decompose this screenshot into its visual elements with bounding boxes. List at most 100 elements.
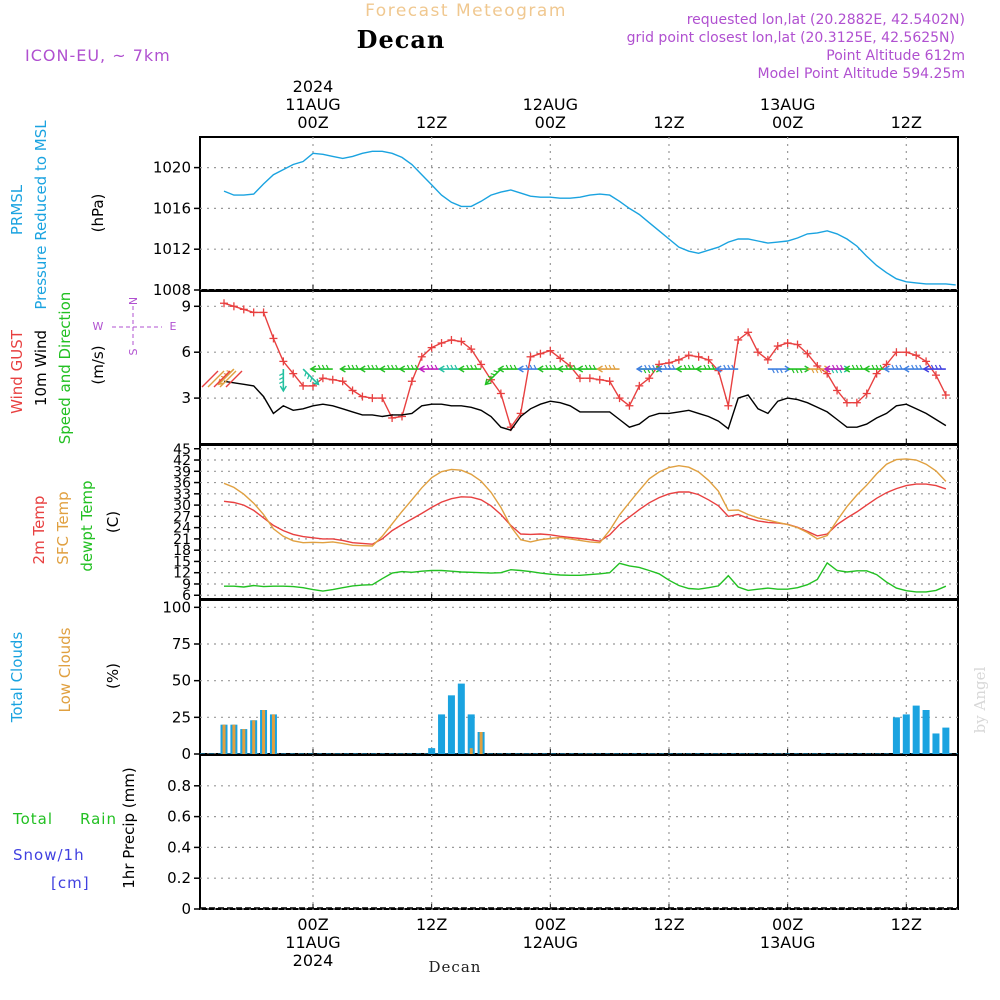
grid-coords: grid point closest lon,lat (20.3125E, 42… — [627, 30, 955, 46]
total-clouds-label: Total Clouds — [8, 632, 26, 724]
gust-marker — [744, 328, 753, 337]
total-cloud-bar — [428, 748, 436, 754]
y-tick-label: 33 — [173, 487, 191, 503]
gust-marker — [496, 389, 505, 398]
series-dewpt-temp — [224, 561, 947, 593]
point-altitude: Point Altitude 612m — [826, 48, 965, 64]
y-tick-label: 36 — [173, 476, 191, 492]
time-label-bottom: 12Z — [891, 915, 922, 934]
gust-marker — [328, 375, 337, 384]
total-cloud-bar — [457, 683, 465, 754]
chart-title: Forecast Meteogram — [365, 1, 567, 21]
svg-text:N: N — [127, 297, 140, 305]
y-tick-label: 50 — [172, 672, 191, 690]
total-cloud-bar — [447, 695, 455, 754]
gust-marker — [249, 308, 258, 317]
panel-2: 3 6 9 — [181, 290, 959, 445]
gust-marker — [368, 394, 377, 403]
total-cloud-bar — [942, 727, 950, 754]
time-label-bottom: 11AUG — [285, 933, 340, 952]
gust-marker — [239, 305, 248, 314]
prmsl-desc-label: Pressure Reduced to MSL — [32, 120, 50, 310]
requested-coords: requested lon,lat (20.2882E, 42.5402N) — [687, 12, 965, 28]
wind-arrow — [536, 364, 561, 373]
y-tick-label: 45 — [173, 442, 191, 458]
gust-marker — [595, 375, 604, 384]
wind-arrow — [339, 364, 363, 373]
series-prmsl — [223, 150, 956, 286]
y-tick-label: 75 — [172, 635, 191, 653]
low-cloud-bar — [252, 720, 256, 754]
series-10m-wind — [223, 380, 947, 432]
gust-marker — [526, 352, 535, 361]
cloud-unit: (%) — [104, 663, 122, 689]
gust-marker — [575, 374, 584, 383]
gust-marker — [892, 348, 901, 357]
svg-text:W: W — [93, 320, 104, 333]
gust-label: Wind GUST — [8, 329, 26, 414]
gust-marker — [615, 394, 624, 403]
gust-marker — [437, 339, 446, 348]
precip-panel-labels: Total Rain Snow/1h [cm] 1hr Precip (mm) — [12, 767, 138, 892]
plot-layer: 1008101210161020369691215182124273033363… — [153, 77, 959, 970]
time-label-bottom: 12Z — [653, 915, 684, 934]
gust-marker — [477, 360, 486, 369]
wind10-label: 10m Wind — [32, 330, 50, 406]
y-tick-label: 25 — [172, 708, 191, 726]
gust-marker — [773, 342, 782, 351]
wind-arrow — [655, 364, 679, 373]
time-label-bottom: 12AUG — [523, 933, 578, 952]
time-label-bottom: 00Z — [535, 915, 566, 934]
y-tick-label: 9 — [181, 297, 191, 315]
total-cloud-bar — [932, 733, 940, 754]
series-wind-gust — [223, 302, 947, 429]
gust-marker — [289, 369, 298, 378]
dewpt-label: dewpt Temp — [78, 480, 96, 571]
total-cloud-bar — [438, 714, 446, 754]
svg-text:S: S — [127, 348, 140, 355]
y-tick-label: 0.2 — [167, 869, 191, 887]
snow-unit: [cm] — [51, 874, 90, 892]
wind-arrow — [863, 364, 887, 373]
gust-marker — [862, 389, 871, 398]
gust-marker — [674, 355, 683, 364]
low-cloud-bar — [242, 729, 246, 754]
gust-marker — [872, 369, 881, 378]
wind-arrow — [596, 364, 620, 373]
time-label-bottom: 12Z — [416, 915, 447, 934]
wind-unit: (m/s) — [89, 345, 107, 384]
gust-marker — [467, 345, 476, 354]
panel-4: 0 25 50 75 100 — [162, 598, 959, 763]
low-cloud-bar — [469, 748, 473, 754]
total-cloud-bar — [902, 714, 910, 754]
panel-frame — [199, 754, 959, 910]
time-label-top: 12AUG — [523, 95, 578, 114]
total-cloud-bar — [467, 714, 475, 754]
gust-marker — [546, 346, 555, 355]
gust-marker — [783, 339, 792, 348]
y-tick-label: 1016 — [153, 199, 191, 217]
y-tick-label: 30 — [173, 498, 191, 514]
y-tick-label: 9 — [182, 577, 191, 593]
time-label-bottom: 00Z — [297, 915, 328, 934]
y-tick-label: 0 — [181, 745, 191, 763]
cloud-panel-labels: Total Clouds Low Clouds (%) — [8, 627, 122, 723]
gust-marker — [922, 357, 931, 366]
wind-arrow — [576, 364, 600, 373]
gust-marker — [803, 349, 812, 358]
panel-frame — [199, 599, 959, 755]
y-tick-label: 1012 — [153, 240, 191, 258]
time-label-bottom: 2024 — [293, 951, 334, 970]
gust-marker — [763, 355, 772, 364]
wind-arrow — [279, 369, 287, 393]
wind-panel-labels: Wind GUST 10m Wind Speed and Direction (… — [8, 292, 177, 445]
time-label-top: 12Z — [653, 113, 684, 132]
gust-marker — [536, 349, 545, 358]
watermark: by Angel — [971, 666, 989, 733]
low-cloud-bar — [222, 724, 226, 754]
time-label-top: 12Z — [891, 113, 922, 132]
gust-marker — [704, 355, 713, 364]
